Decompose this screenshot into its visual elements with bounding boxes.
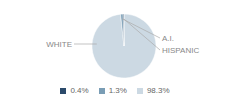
html-text:1.3%: 1.3% — [108, 86, 127, 95]
html-text:98.3%: 98.3% — [146, 86, 170, 95]
svg-text:WHITE: WHITE — [46, 40, 72, 49]
svg-text:HISPANIC: HISPANIC — [162, 46, 199, 55]
html-text:0.4%: 0.4% — [70, 86, 89, 95]
svg-text:A.I.: A.I. — [162, 34, 174, 43]
